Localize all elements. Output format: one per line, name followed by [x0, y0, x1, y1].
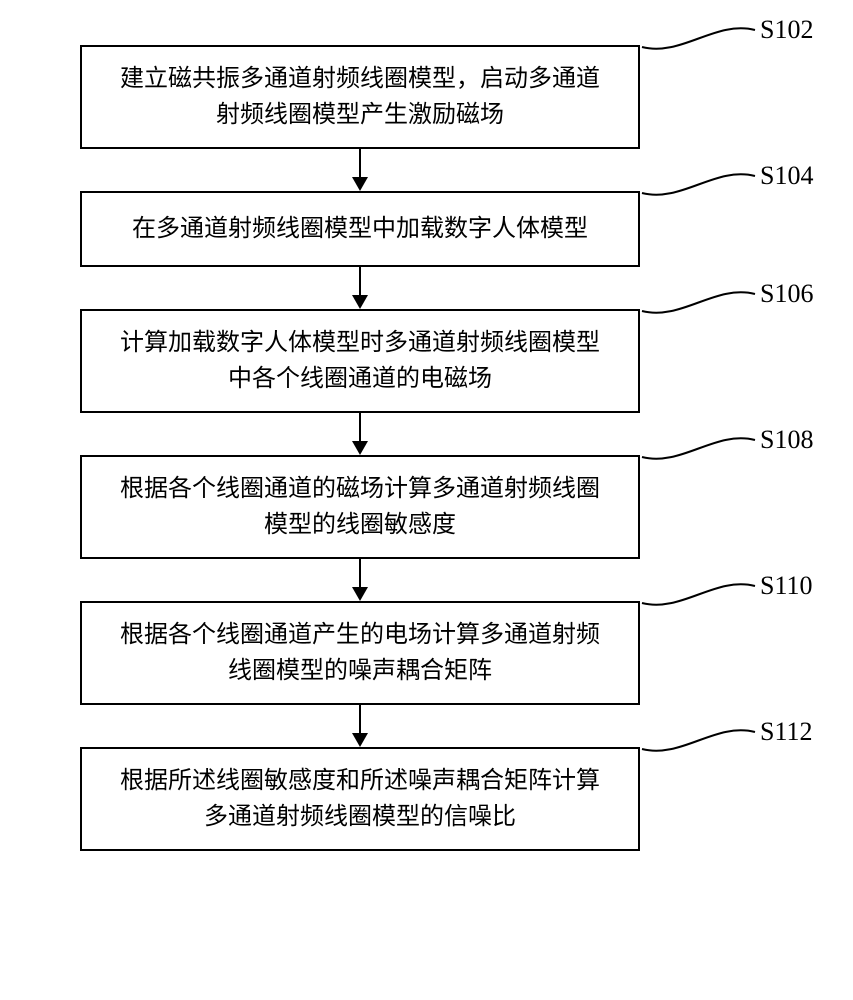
step-label: S106 [760, 279, 813, 309]
step-box-s110: 根据各个线圈通道产生的电场计算多通道射频 线圈模型的噪声耦合矩阵 [80, 601, 640, 705]
arrow-icon [60, 705, 660, 747]
step-text-line1: 计算加载数字人体模型时多通道射频线圈模型 [120, 330, 600, 356]
step-label: S110 [760, 571, 813, 601]
step-box-s102: 建立磁共振多通道射频线圈模型，启动多通道 射频线圈模型产生激励磁场 [80, 45, 640, 149]
step-text-line2: 中各个线圈通道的电磁场 [228, 366, 492, 392]
flowchart-container: 建立磁共振多通道射频线圈模型，启动多通道 射频线圈模型产生激励磁场 在多通道射频… [60, 45, 660, 851]
step-text-line1: 根据各个线圈通道产生的电场计算多通道射频 [120, 622, 600, 648]
step-box-s108: 根据各个线圈通道的磁场计算多通道射频线圈 模型的线圈敏感度 [80, 455, 640, 559]
step-text-line1: 建立磁共振多通道射频线圈模型，启动多通道 [120, 66, 600, 92]
arrow-icon [60, 559, 660, 601]
step-text-line1: 根据各个线圈通道的磁场计算多通道射频线圈 [120, 476, 600, 502]
step-box-s106: 计算加载数字人体模型时多通道射频线圈模型 中各个线圈通道的电磁场 [80, 309, 640, 413]
step-label: S104 [760, 161, 813, 191]
arrow-icon [60, 267, 660, 309]
step-box-s104: 在多通道射频线圈模型中加载数字人体模型 [80, 191, 640, 267]
step-text: 在多通道射频线圈模型中加载数字人体模型 [132, 216, 588, 242]
arrow-icon [60, 413, 660, 455]
step-label: S102 [760, 15, 813, 45]
step-text-line2: 线圈模型的噪声耦合矩阵 [228, 658, 492, 684]
step-text-line2: 多通道射频线圈模型的信噪比 [204, 804, 516, 830]
step-text-line2: 模型的线圈敏感度 [264, 512, 456, 538]
step-text-line1: 根据所述线圈敏感度和所述噪声耦合矩阵计算 [120, 768, 600, 794]
step-label: S108 [760, 425, 813, 455]
step-box-s112: 根据所述线圈敏感度和所述噪声耦合矩阵计算 多通道射频线圈模型的信噪比 [80, 747, 640, 851]
step-label: S112 [760, 717, 813, 747]
step-text-line2: 射频线圈模型产生激励磁场 [216, 102, 504, 128]
arrow-icon [60, 149, 660, 191]
